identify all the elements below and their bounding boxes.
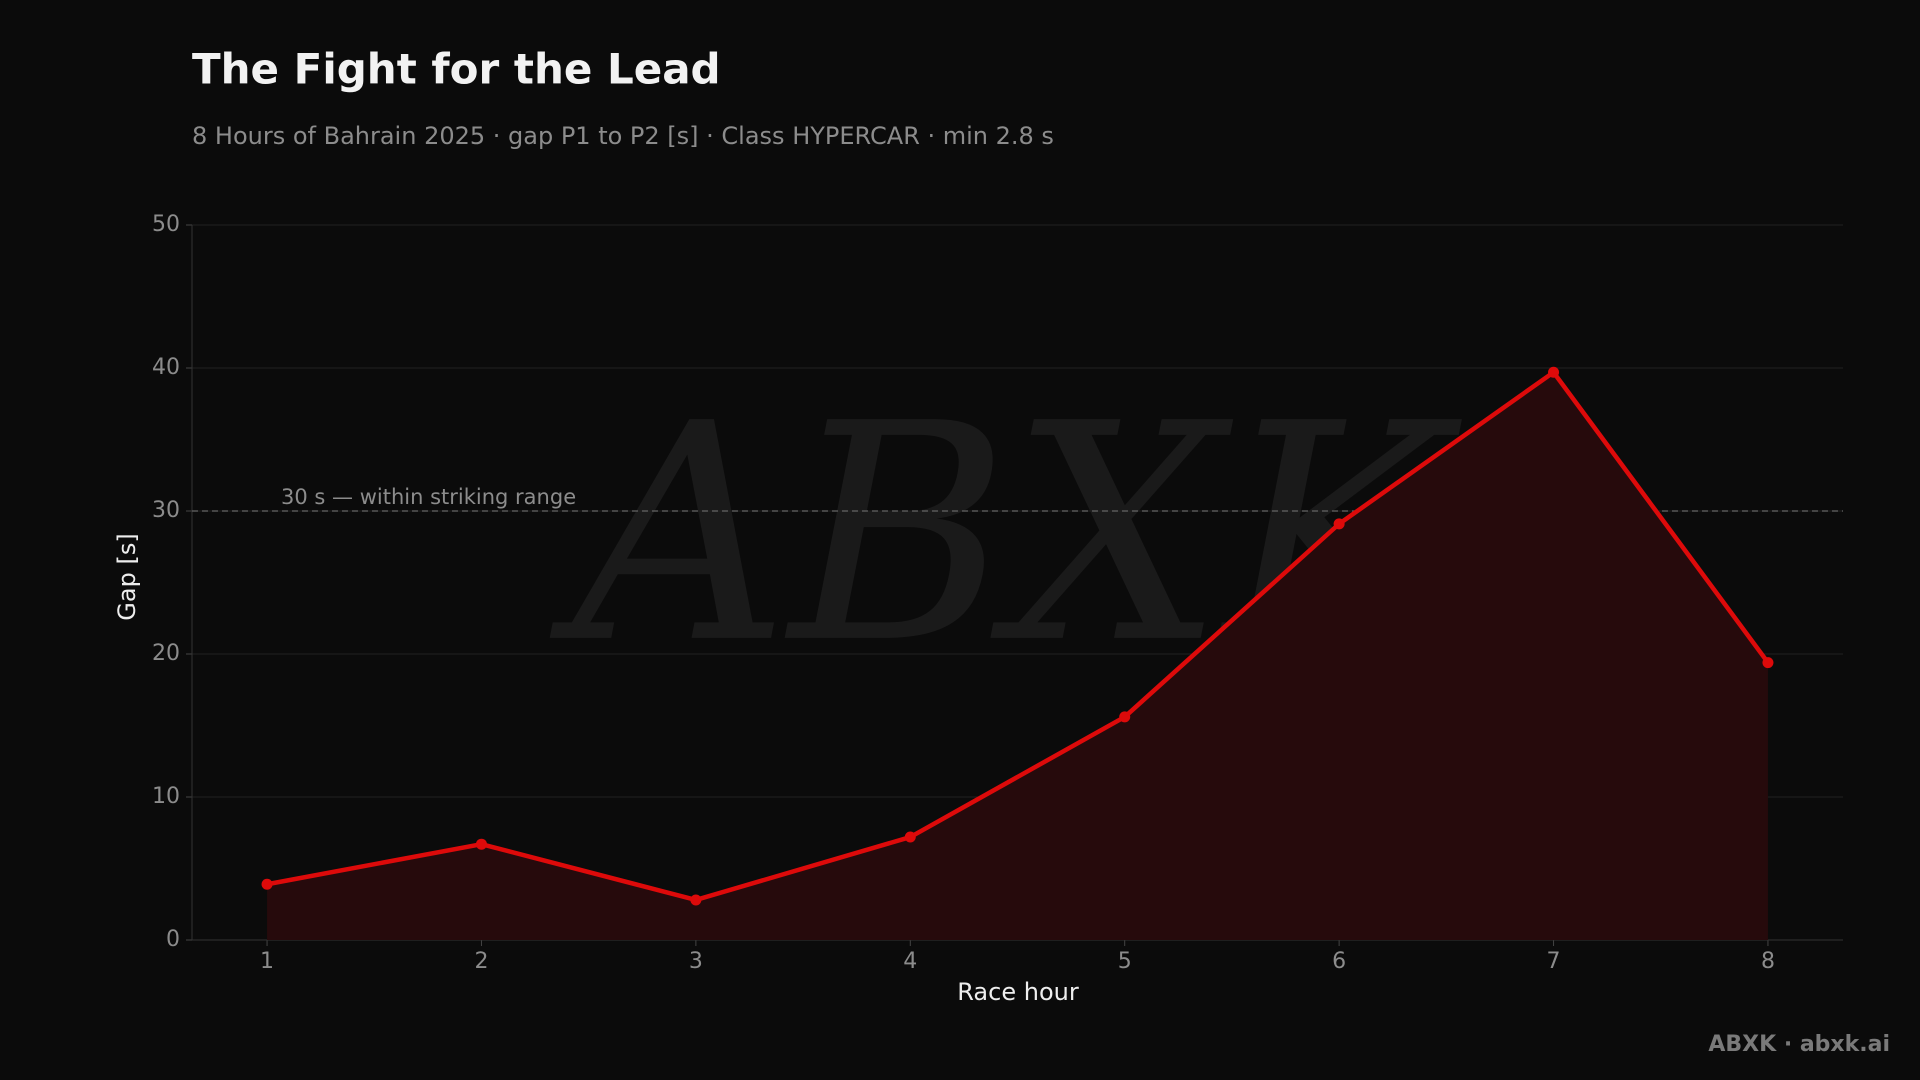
point bbox=[475, 838, 487, 850]
y-axis-label: Gap [s] bbox=[113, 533, 141, 620]
point bbox=[1333, 518, 1345, 530]
y-tick-label: 10 bbox=[152, 784, 180, 809]
point bbox=[1762, 657, 1774, 669]
x-tick-label: 7 bbox=[1547, 949, 1561, 974]
x-tick-label: 1 bbox=[260, 949, 274, 974]
point bbox=[261, 878, 273, 890]
x-tick-label: 4 bbox=[903, 949, 917, 974]
x-tick-label: 5 bbox=[1118, 949, 1132, 974]
y-tick-label: 40 bbox=[152, 355, 180, 380]
y-tick-label: 20 bbox=[152, 641, 180, 666]
footer: ABXK · abxk.ai bbox=[1708, 1032, 1890, 1057]
x-tick-label: 3 bbox=[689, 949, 703, 974]
point bbox=[690, 894, 702, 906]
y-tick-label: 50 bbox=[152, 212, 180, 237]
chart-subtitle: 8 Hours of Bahrain 2025 · gap P1 to P2 [… bbox=[192, 122, 1054, 150]
x-tick-label: 2 bbox=[474, 949, 488, 974]
y-tick-label: 30 bbox=[152, 498, 180, 523]
point bbox=[904, 831, 916, 843]
reference-label: 30 s — within striking range bbox=[281, 485, 576, 509]
area bbox=[267, 372, 1768, 940]
point bbox=[1548, 366, 1560, 378]
point bbox=[1119, 711, 1131, 723]
line bbox=[266, 370, 1770, 903]
x-axis-label: Race hour bbox=[957, 978, 1079, 1006]
x-tick-label: 6 bbox=[1332, 949, 1346, 974]
x-tick-label: 8 bbox=[1761, 949, 1775, 974]
y-tick-label: 0 bbox=[166, 927, 180, 952]
chart-title: The Fight for the Lead bbox=[192, 45, 721, 94]
